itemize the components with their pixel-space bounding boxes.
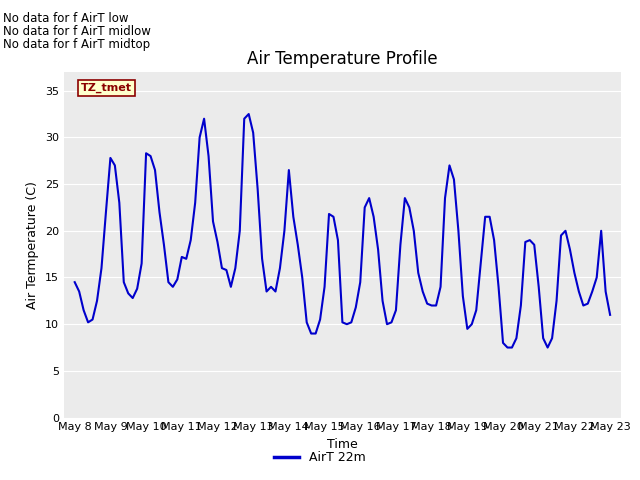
Text: No data for f AirT low: No data for f AirT low xyxy=(3,12,129,25)
Y-axis label: Air Termperature (C): Air Termperature (C) xyxy=(26,181,40,309)
Text: No data for f AirT midtop: No data for f AirT midtop xyxy=(3,38,150,51)
Text: No data for f AirT midlow: No data for f AirT midlow xyxy=(3,25,151,38)
Legend: AirT 22m: AirT 22m xyxy=(269,446,371,469)
X-axis label: Time: Time xyxy=(327,438,358,451)
Title: Air Temperature Profile: Air Temperature Profile xyxy=(247,49,438,68)
Text: TZ_tmet: TZ_tmet xyxy=(81,83,132,93)
